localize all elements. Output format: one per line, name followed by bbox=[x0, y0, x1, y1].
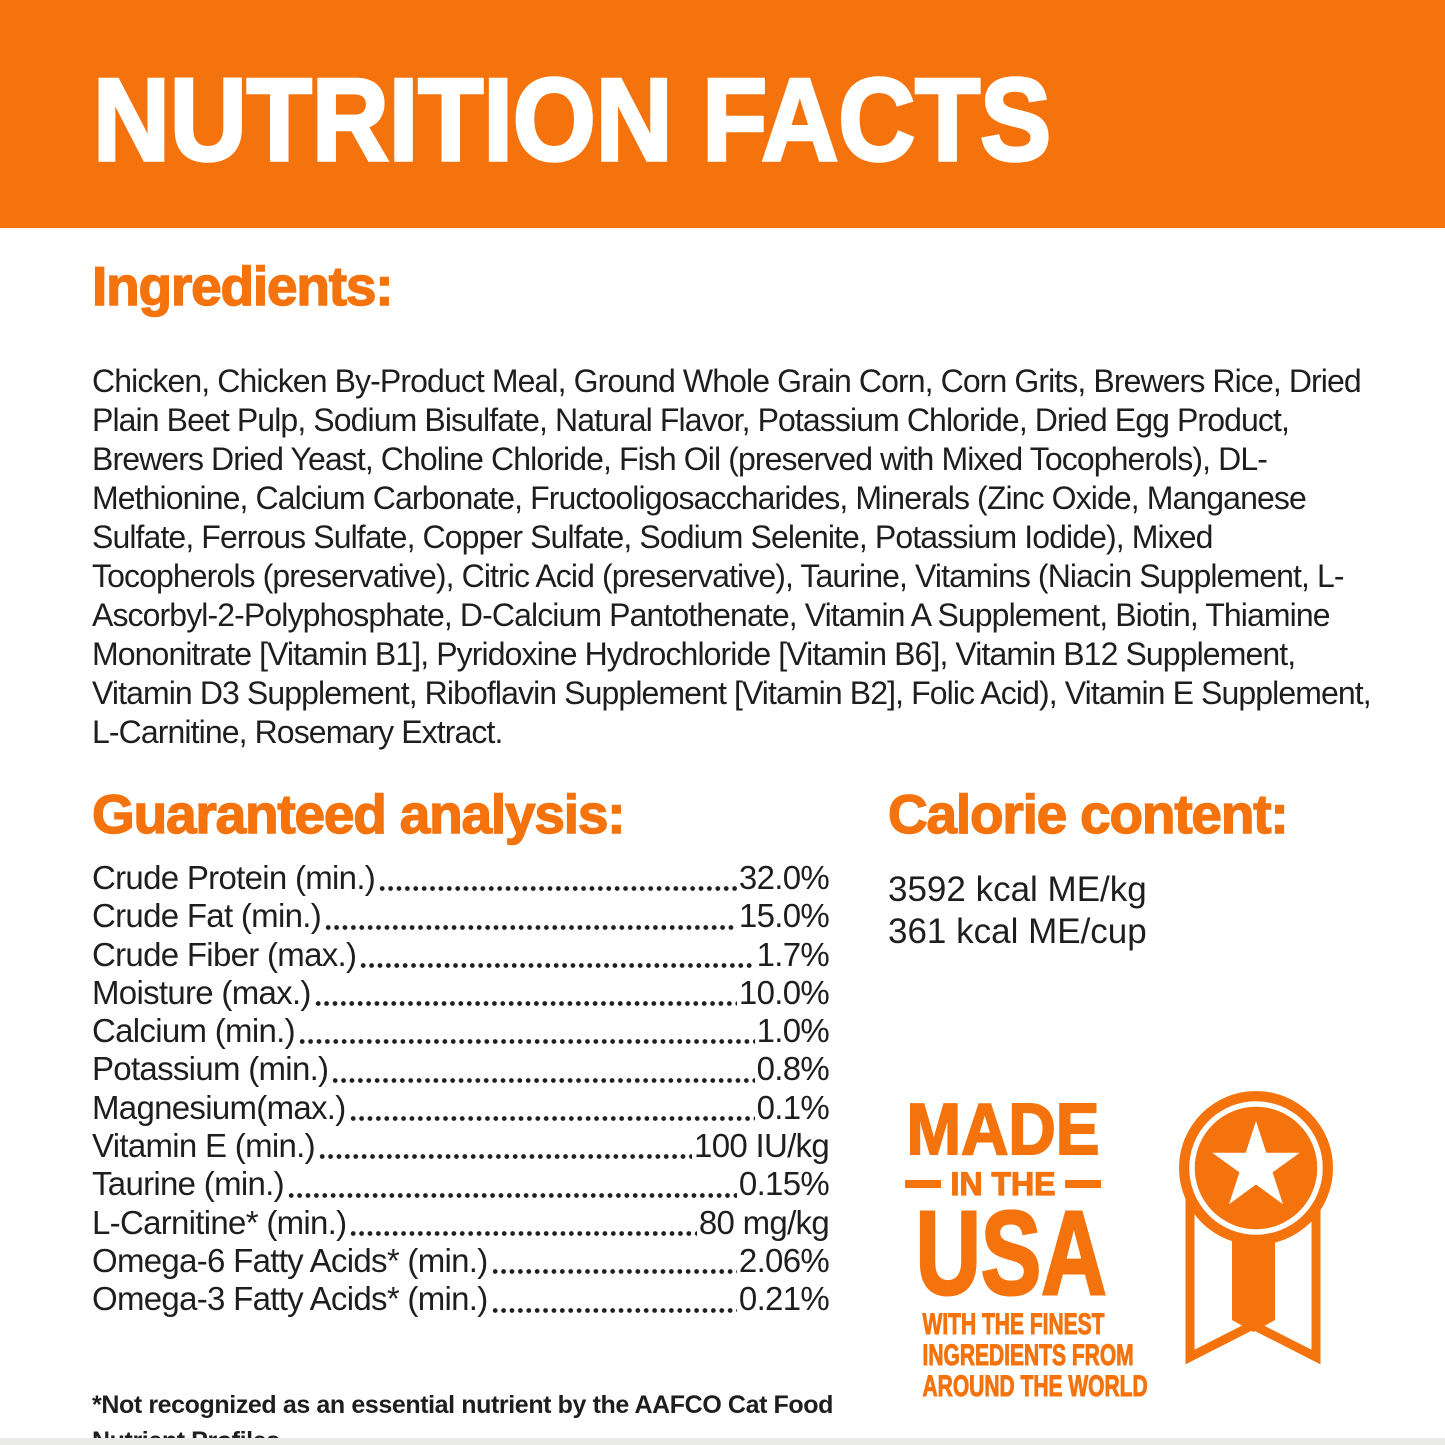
analysis-value: 80 mg/kg bbox=[698, 1203, 830, 1241]
usa-made-text: MADE bbox=[906, 1090, 1101, 1170]
calorie-line-cup: 361 kcal ME/cup bbox=[888, 912, 1147, 951]
table-row: Calcium (min.) 1.0% bbox=[92, 1012, 830, 1051]
analysis-label: Vitamin E (min.) bbox=[92, 1127, 316, 1165]
analysis-value: 0.1% bbox=[756, 1088, 830, 1126]
page-title: NUTRITION FACTS bbox=[91, 54, 1052, 185]
dot-leader bbox=[349, 1203, 697, 1242]
table-row: Crude Fat (min.) 15.0% bbox=[92, 897, 830, 936]
usa-tagline-line: INGREDIENTS FROM bbox=[922, 1339, 1134, 1372]
ingredients-heading: Ingredients: bbox=[91, 255, 394, 317]
dash-icon bbox=[1065, 1180, 1102, 1188]
analysis-value: 15.0% bbox=[738, 897, 830, 935]
dot-leader bbox=[286, 1165, 737, 1204]
analysis-value: 2.06% bbox=[738, 1241, 830, 1279]
table-row: L-Carnitine* (min.) 80 mg/kg bbox=[92, 1203, 830, 1242]
analysis-value: 1.0% bbox=[756, 1012, 830, 1050]
footnote-text: *Not recognized as an essential nutrient… bbox=[92, 1391, 834, 1445]
table-row: Moisture (max.) 10.0% bbox=[92, 973, 830, 1013]
analysis-value: 0.15% bbox=[738, 1165, 830, 1203]
analysis-label: Omega-6 Fatty Acids* (min.) bbox=[92, 1241, 488, 1279]
analysis-label: Crude Fat (min.) bbox=[92, 897, 322, 935]
usa-tagline-line: WITH THE FINEST bbox=[922, 1308, 1105, 1341]
guaranteed-analysis-heading: Guaranteed analysis: bbox=[91, 783, 626, 845]
dash-icon bbox=[904, 1180, 941, 1188]
usa-in-the-row: IN THE bbox=[888, 1166, 1118, 1202]
ingredients-text: Chicken, Chicken By-Product Meal, Ground… bbox=[92, 363, 1372, 750]
analysis-table: Crude Protein (min.) 32.0% Crude Fat (mi… bbox=[92, 859, 830, 1319]
table-row: Omega-6 Fatty Acids* (min.) 2.06% bbox=[92, 1241, 830, 1281]
table-row: Potassium (min.) 0.8% bbox=[92, 1050, 830, 1089]
table-row: Omega-3 Fatty Acids* (min.) 0.21% bbox=[92, 1280, 830, 1319]
analysis-label: L-Carnitine* (min.) bbox=[92, 1203, 347, 1241]
analysis-label: Moisture (max.) bbox=[92, 973, 311, 1011]
dot-leader bbox=[348, 1088, 755, 1128]
analysis-value: 0.8% bbox=[756, 1050, 830, 1088]
dot-leader bbox=[331, 1050, 755, 1089]
made-in-usa-badge: MADE IN THE USA WITH THE FINEST INGREDIE… bbox=[888, 1090, 1148, 1403]
analysis-label: Crude Fiber (max.) bbox=[92, 935, 357, 973]
image-bottom-edge bbox=[0, 1438, 1445, 1445]
analysis-label: Crude Protein (min.) bbox=[92, 859, 376, 896]
dot-leader bbox=[490, 1241, 737, 1281]
usa-text: USA bbox=[914, 1187, 1107, 1320]
analysis-value: 0.21% bbox=[738, 1280, 830, 1318]
analysis-label: Omega-3 Fatty Acids* (min.) bbox=[92, 1280, 488, 1318]
dot-leader bbox=[324, 897, 737, 936]
nutrition-banner: NUTRITION FACTS bbox=[0, 0, 1445, 228]
table-row: Crude Fiber (max.) 1.7% bbox=[92, 935, 830, 974]
calorie-content-heading: Calorie content: bbox=[887, 783, 1289, 845]
dot-leader bbox=[317, 1127, 693, 1166]
dot-leader bbox=[490, 1280, 737, 1319]
analysis-label: Magnesium(max.) bbox=[92, 1088, 346, 1126]
usa-tagline-line: AROUND THE WORLD bbox=[922, 1370, 1148, 1403]
dot-leader bbox=[378, 859, 737, 898]
table-row: Vitamin E (min.) 100 IU/kg bbox=[92, 1127, 830, 1166]
analysis-label: Taurine (min.) bbox=[92, 1165, 285, 1203]
table-row: Taurine (min.) 0.15% bbox=[92, 1165, 830, 1204]
analysis-value: 10.0% bbox=[738, 973, 830, 1011]
dot-leader bbox=[359, 935, 755, 974]
usa-tagline: WITH THE FINEST INGREDIENTS FROM AROUND … bbox=[888, 1308, 1148, 1403]
calorie-content-values: 3592 kcal ME/kg 361 kcal ME/cup bbox=[888, 869, 1147, 953]
table-row: Magnesium(max.) 0.1% bbox=[92, 1088, 830, 1128]
usa-in-the-text: IN THE bbox=[950, 1166, 1056, 1202]
analysis-label: Potassium (min.) bbox=[92, 1050, 329, 1088]
dot-leader bbox=[297, 1012, 755, 1051]
analysis-value: 32.0% bbox=[738, 859, 830, 896]
analysis-value: 100 IU/kg bbox=[694, 1127, 830, 1165]
analysis-label: Calcium (min.) bbox=[92, 1012, 296, 1050]
star-ribbon-badge-icon bbox=[1179, 1091, 1333, 1365]
analysis-value: 1.7% bbox=[756, 935, 830, 973]
calorie-line-kg: 3592 kcal ME/kg bbox=[888, 870, 1147, 909]
table-row: Crude Protein (min.) 32.0% bbox=[92, 859, 830, 898]
dot-leader bbox=[313, 973, 737, 1013]
